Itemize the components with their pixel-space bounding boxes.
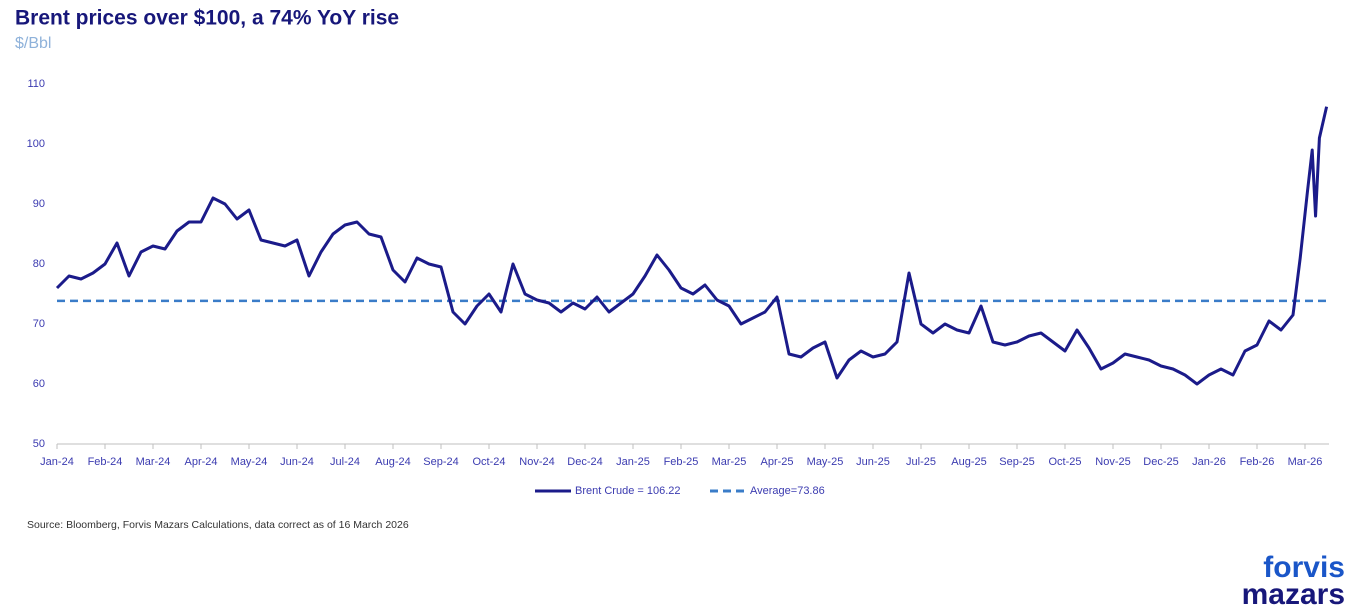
x-tick-label: Mar-26 — [1288, 456, 1323, 468]
x-tick-label: Jan-25 — [616, 456, 650, 468]
price-line — [55, 106, 1329, 386]
x-tick-label: Jul-24 — [330, 456, 360, 468]
x-tick-label: Jul-25 — [906, 456, 936, 468]
x-tick-label: Feb-24 — [88, 456, 123, 468]
x-tick-label: Jun-25 — [856, 456, 890, 468]
x-tick-label: May-25 — [807, 456, 844, 468]
legend-label: Brent Crude = 106.22 — [575, 485, 681, 497]
x-tick-label: Aug-24 — [375, 456, 410, 468]
x-tick-label: Jan-26 — [1192, 456, 1226, 468]
x-tick-label: Dec-25 — [1143, 456, 1178, 468]
x-tick-label: Oct-25 — [1048, 456, 1081, 468]
x-tick-label: Dec-24 — [567, 456, 602, 468]
x-tick-label: Oct-24 — [472, 456, 505, 468]
x-tick-label: Mar-25 — [712, 456, 747, 468]
source-note: Source: Bloomberg, Forvis Mazars Calcula… — [27, 519, 409, 531]
x-tick-label: Mar-24 — [136, 456, 171, 468]
x-tick-label: Sep-25 — [999, 456, 1034, 468]
brand-logo: mazars — [1242, 578, 1345, 611]
legend-label: Average=73.86 — [750, 485, 825, 497]
x-tick-label: May-24 — [231, 456, 268, 468]
x-tick-label: Apr-25 — [760, 456, 793, 468]
x-tick-label: Jun-24 — [280, 456, 314, 468]
y-tick-label: 50 — [33, 438, 45, 450]
y-tick-label: 100 — [27, 138, 45, 150]
x-tick-label: Nov-24 — [519, 456, 554, 468]
y-tick-label: 90 — [33, 198, 45, 210]
x-tick-label: Feb-25 — [664, 456, 699, 468]
chart-subtitle: $/Bbl — [15, 35, 51, 52]
x-tick-label: Aug-25 — [951, 456, 986, 468]
x-tick-label: Sep-24 — [423, 456, 458, 468]
y-tick-label: 110 — [27, 78, 45, 90]
brand-logo: forvis — [1263, 551, 1345, 584]
y-tick-label: 80 — [33, 258, 45, 270]
y-tick-label: 60 — [33, 378, 45, 390]
x-tick-label: Feb-26 — [1240, 456, 1275, 468]
chart-title: Brent prices over $100, a 74% YoY rise — [15, 7, 399, 30]
x-tick-label: Nov-25 — [1095, 456, 1130, 468]
x-tick-label: Jan-24 — [40, 456, 74, 468]
y-tick-label: 70 — [33, 318, 45, 330]
x-tick-label: Apr-24 — [184, 456, 217, 468]
